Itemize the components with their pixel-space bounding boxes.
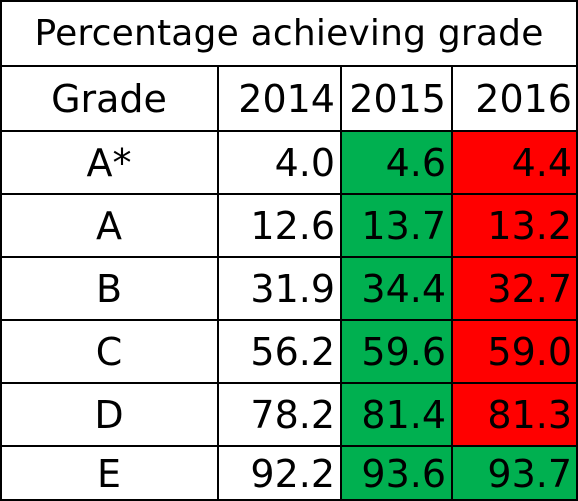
grade-label: E	[96, 451, 121, 496]
value-cell-2014: 4.0	[274, 140, 335, 185]
row-divider	[0, 256, 578, 258]
header-year-2015: 2015	[349, 76, 446, 121]
column-divider	[0, 0, 2, 501]
header-year-2016: 2016	[475, 76, 572, 121]
value-cell-2016: 81.3	[452, 383, 578, 446]
value-cell-2016: 93.7	[452, 446, 578, 501]
value-cell-2016: 13.2	[452, 194, 578, 257]
column-divider	[451, 66, 453, 501]
table-title: Percentage achieving grade	[34, 13, 544, 54]
row-divider	[0, 65, 578, 67]
grade-label: D	[94, 392, 124, 437]
row-divider	[0, 193, 578, 195]
grade-label: A	[96, 203, 122, 248]
row-divider	[0, 130, 578, 132]
value-cell-2014: 56.2	[250, 329, 335, 374]
header-grade: Grade	[51, 76, 167, 121]
column-divider	[217, 66, 219, 501]
header-year-2014: 2014	[238, 76, 335, 121]
value-cell-2014: 78.2	[250, 392, 335, 437]
value-cell-2015: 59.6	[341, 320, 452, 383]
row-divider	[0, 499, 578, 501]
value-cell-2015: 13.7	[341, 194, 452, 257]
grade-label: C	[95, 329, 123, 374]
value-cell-2015: 93.6	[341, 446, 452, 501]
value-cell-2016: 59.0	[452, 320, 578, 383]
value-cell-2016: 32.7	[452, 257, 578, 320]
grade-label: A*	[86, 140, 132, 185]
value-cell-2015: 4.6	[341, 131, 452, 194]
column-divider	[576, 0, 578, 501]
grade-label: B	[95, 266, 123, 311]
row-divider	[0, 0, 578, 2]
row-divider	[0, 382, 578, 384]
value-cell-2014: 31.9	[250, 266, 335, 311]
value-cell-2015: 81.4	[341, 383, 452, 446]
value-cell-2016: 4.4	[452, 131, 578, 194]
row-divider	[0, 319, 578, 321]
row-divider	[0, 445, 578, 447]
value-cell-2014: 92.2	[250, 451, 335, 496]
value-cell-2015: 34.4	[341, 257, 452, 320]
column-divider	[340, 66, 342, 501]
value-cell-2014: 12.6	[250, 203, 335, 248]
